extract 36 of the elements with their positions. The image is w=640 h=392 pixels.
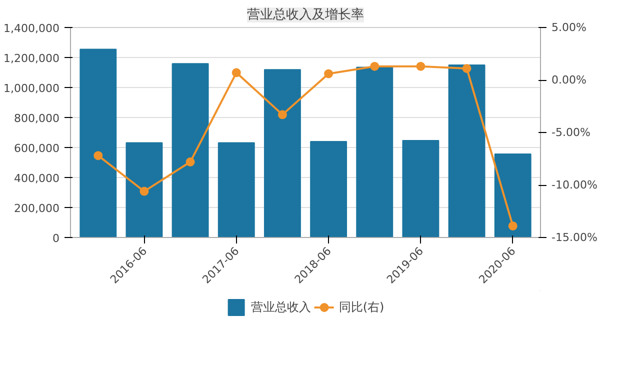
bar — [126, 142, 163, 238]
y-tick-label: 1,200,000 — [4, 52, 60, 65]
point — [232, 68, 241, 78]
point — [508, 221, 518, 230]
point — [278, 110, 287, 120]
chart-title: 营业总收入及增长率 — [247, 6, 364, 22]
bar — [494, 153, 532, 238]
y-tick-label: 800,000 — [14, 112, 60, 125]
y-tick-label: 1,400,000 — [4, 22, 60, 35]
bar — [172, 63, 209, 238]
point — [416, 62, 426, 71]
point — [462, 64, 472, 73]
y2-tick-label: -10.00% — [552, 178, 598, 192]
point — [94, 151, 103, 160]
y2-tick-label: -5.00% — [552, 126, 590, 139]
bar — [218, 142, 255, 238]
bar — [402, 140, 440, 238]
y-tick-label: 400,000 — [14, 172, 60, 185]
bar — [448, 64, 486, 238]
y2-tick-label: -15.00% — [552, 231, 598, 244]
legend-label: 同比(右) — [338, 298, 384, 316]
y-tick-label: 1,000,000 — [4, 82, 60, 95]
bar — [310, 141, 348, 238]
bar — [264, 69, 301, 238]
y-tick-label: 600,000 — [14, 142, 60, 155]
y2-tick-label: 5.00% — [552, 21, 586, 34]
y2-tick-label: 0.00% — [552, 74, 586, 86]
legend-label: 营业总收入 — [250, 298, 311, 316]
bar — [356, 66, 394, 238]
bar — [80, 48, 117, 238]
point — [140, 186, 149, 196]
point — [186, 157, 195, 166]
y-tick-label: 200,000 — [14, 202, 60, 215]
point — [370, 62, 380, 71]
point — [324, 69, 334, 78]
y-tick-label: 0 — [52, 232, 60, 245]
